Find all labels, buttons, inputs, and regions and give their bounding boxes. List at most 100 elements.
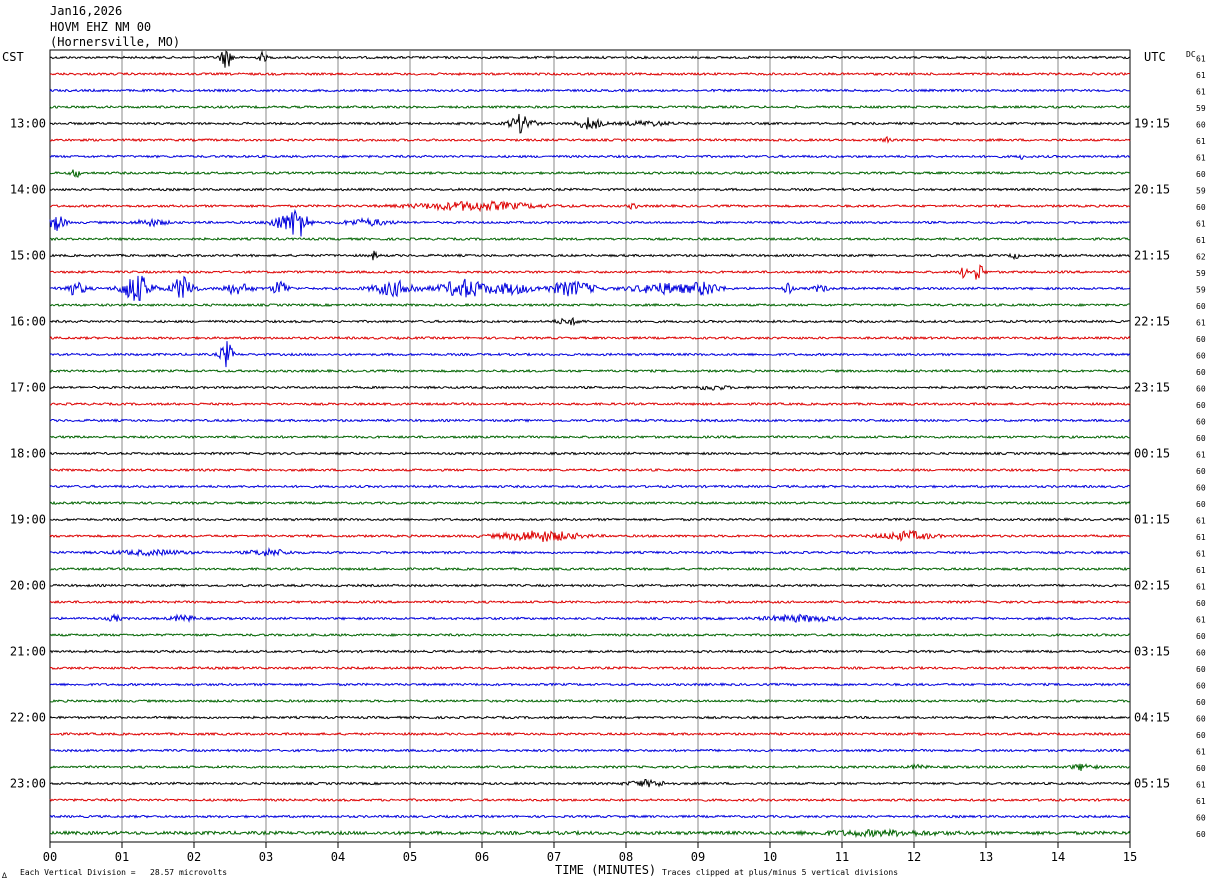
seismic-trace [49, 814, 1131, 819]
dc-offset-value: 60 [1196, 401, 1206, 410]
seismic-trace [49, 566, 1130, 572]
dc-offset-value: 60 [1196, 814, 1206, 823]
x-tick-label: 10 [763, 850, 777, 864]
x-tick-label: 07 [547, 850, 561, 864]
dc-offset-value: 59 [1196, 187, 1206, 196]
dc-offset-value: 60 [1196, 368, 1206, 377]
dc-offset-value: 61 [1196, 533, 1206, 542]
plot-frame [49, 49, 1131, 843]
header-date: Jan16,2026 [50, 4, 123, 18]
x-tick-label: 05 [403, 850, 417, 864]
dc-offset-value: 60 [1196, 484, 1206, 493]
seismic-trace [49, 135, 1131, 144]
cst-hour-label: 13:00 [10, 117, 46, 131]
seismic-trace [49, 302, 1131, 308]
cst-hour-label: 18:00 [10, 447, 46, 461]
seismic-trace [49, 731, 1131, 737]
x-tick-label: 06 [475, 850, 489, 864]
x-tick-label: 03 [259, 850, 273, 864]
dc-offset-value: 60 [1196, 665, 1206, 674]
seismic-trace [49, 762, 1131, 771]
utc-hour-label: 23:15 [1134, 381, 1170, 395]
seismic-trace [49, 208, 1131, 237]
x-tick-label: 11 [835, 850, 849, 864]
seismic-trace [49, 828, 1131, 839]
dc-offset-value: 60 [1196, 352, 1206, 361]
dc-offset-value: 60 [1196, 649, 1206, 658]
utc-hour-label: 04:15 [1134, 711, 1170, 725]
x-tick-label: 09 [691, 850, 705, 864]
seismic-trace [49, 665, 1131, 671]
seismic-trace [49, 88, 1130, 93]
seismic-trace [49, 264, 1131, 280]
cst-hour-label: 16:00 [10, 315, 46, 329]
seismic-trace [49, 547, 1130, 558]
dc-offset-value: 61 [1196, 781, 1206, 790]
utc-hour-label: 21:15 [1134, 249, 1170, 263]
seismic-trace [49, 583, 1131, 588]
dc-offset-value: 60 [1196, 385, 1206, 394]
seismic-trace [49, 199, 1131, 213]
seismic-trace [49, 500, 1131, 506]
seismic-trace [49, 434, 1131, 440]
seismic-trace [49, 467, 1131, 473]
dc-offset-value: 61 [1196, 583, 1206, 592]
utc-hour-label: 02:15 [1134, 579, 1170, 593]
dc-offset-value: 61 [1196, 797, 1206, 806]
dc-offset-value: 60 [1196, 121, 1206, 130]
seismic-trace [49, 682, 1131, 687]
dc-offset-value: 59 [1196, 286, 1206, 295]
seismic-trace [49, 113, 1131, 134]
dc-offset-value: 60 [1196, 731, 1206, 740]
cst-hour-label: 19:00 [10, 513, 46, 527]
cst-hour-label: 20:00 [10, 579, 46, 593]
seismic-trace [49, 250, 1131, 261]
x-tick-label: 04 [331, 850, 345, 864]
right-timezone-label: UTC [1144, 50, 1166, 64]
dc-offset-value: 60 [1196, 715, 1206, 724]
dc-offset-value: 61 [1196, 319, 1206, 328]
dc-offset-value: 60 [1196, 599, 1206, 608]
dc-offset-value: 60 [1196, 764, 1206, 773]
dc-offset-value: 60 [1196, 698, 1206, 707]
seismic-trace [49, 169, 1131, 178]
x-tick-label: 13 [979, 850, 993, 864]
dc-offset-value: 60 [1196, 830, 1206, 839]
seismic-trace [49, 335, 1131, 341]
dc-offset-value: 60 [1196, 632, 1206, 641]
dc-offset-value: 59 [1196, 269, 1206, 278]
dc-offset-value: 61 [1196, 137, 1206, 146]
seismic-trace [49, 529, 1131, 542]
utc-hour-label: 19:15 [1134, 117, 1170, 131]
seismic-trace [49, 154, 1131, 160]
cst-hour-label: 14:00 [10, 183, 46, 197]
cst-hour-label: 22:00 [10, 711, 46, 725]
utc-hour-label: 03:15 [1134, 645, 1170, 659]
dc-offset-value: 60 [1196, 203, 1206, 212]
dc-label: DC [1186, 50, 1196, 59]
dc-offset-value: 61 [1196, 88, 1206, 97]
x-tick-label: 14 [1051, 850, 1065, 864]
cst-hour-label: 21:00 [10, 645, 46, 659]
dc-offset-value: 61 [1196, 236, 1206, 245]
seismic-trace [49, 187, 1130, 192]
seismic-trace [49, 451, 1131, 456]
dc-offset-value: 60 [1196, 335, 1206, 344]
dc-offset-value: 61 [1196, 566, 1206, 575]
seismic-trace [49, 599, 1131, 605]
seismic-trace [49, 484, 1131, 489]
dc-offset-value: 60 [1196, 682, 1206, 691]
header-location: (Hornersville, MO) [50, 35, 181, 49]
seismic-trace [49, 316, 1131, 327]
utc-hour-label: 01:15 [1134, 513, 1170, 527]
seismic-trace [49, 778, 1131, 788]
scale-note: Each Vertical Division = 28.57 microvolt… [20, 868, 228, 877]
dc-offset-value: 59 [1196, 104, 1206, 113]
seismic-trace [49, 632, 1131, 638]
seismic-trace [49, 341, 1131, 368]
seismic-trace [49, 50, 1131, 68]
seismic-trace [49, 385, 1131, 391]
cst-hour-label: 15:00 [10, 249, 46, 263]
seismic-trace [49, 275, 1131, 302]
